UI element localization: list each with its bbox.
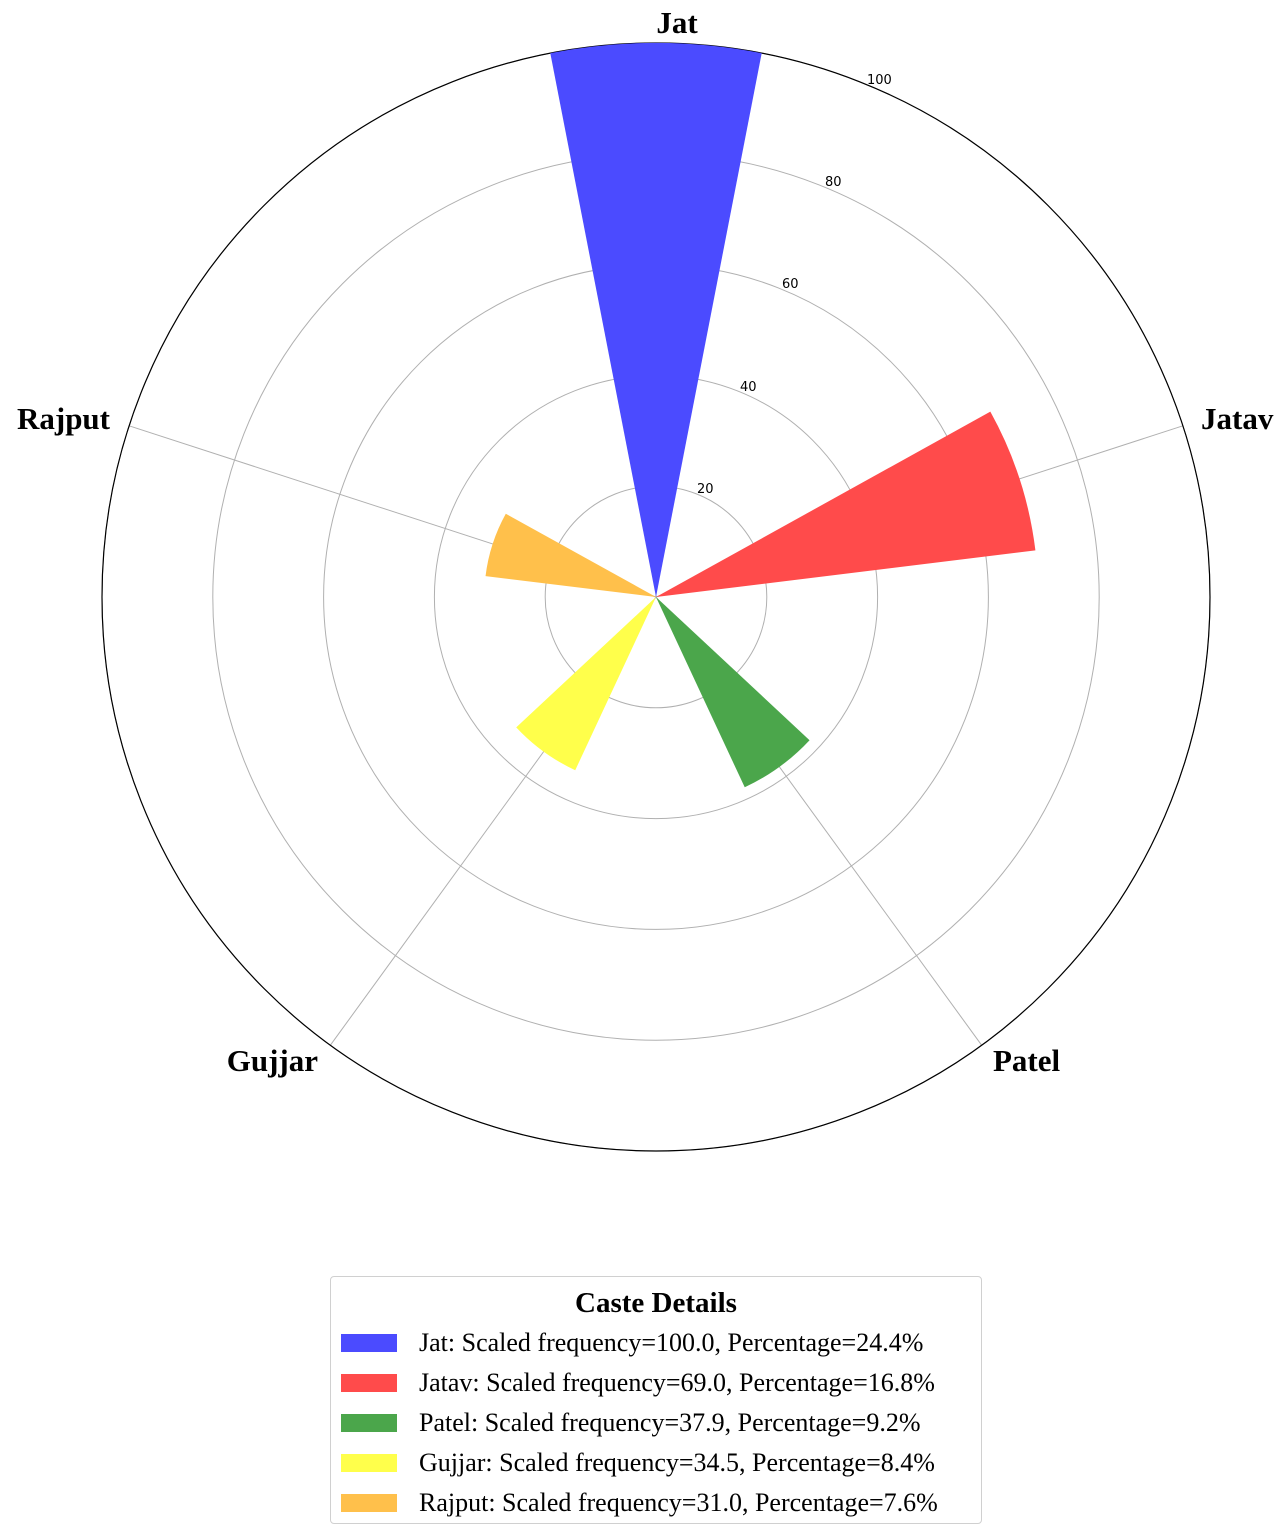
legend-item-rajput: Rajput: Scaled frequency=31.0, Percentag… (331, 1483, 981, 1523)
legend-text-rajput: Rajput: Scaled frequency=31.0, Percentag… (419, 1488, 938, 1517)
legend-text-jatav: Jatav: Scaled frequency=69.0, Percentage… (419, 1368, 935, 1397)
legend-swatch-rajput (341, 1494, 397, 1512)
polar-bar-chart: Jat Jatav Patel Gujjar Rajput 20 40 60 8… (17, 5, 1274, 1152)
legend-swatch-jat (341, 1334, 397, 1352)
radial-tick-80: 80 (825, 175, 842, 190)
bar-layer (485, 43, 1036, 788)
category-label-jatav: Jatav (1201, 401, 1274, 436)
radial-tick-20: 20 (697, 482, 714, 497)
label-layer: Jat Jatav Patel Gujjar Rajput 20 40 60 8… (17, 5, 1274, 1078)
bar-gujjar (516, 597, 656, 771)
grid-layer (101, 42, 1211, 1152)
legend-swatch-gujjar (341, 1454, 397, 1472)
legend-item-gujjar: Gujjar: Scaled frequency=34.5, Percentag… (331, 1443, 981, 1483)
radial-tick-60: 60 (782, 277, 799, 292)
legend-text-gujjar: Gujjar: Scaled frequency=34.5, Percentag… (419, 1448, 935, 1477)
legend-item-jat: Jat: Scaled frequency=100.0, Percentage=… (331, 1323, 981, 1363)
legend-item-patel: Patel: Scaled frequency=37.9, Percentage… (331, 1403, 981, 1443)
polar-frame (101, 42, 1211, 1152)
legend: Caste Details Jat: Scaled frequency=100.… (330, 1276, 982, 1524)
bar-jatav (656, 411, 1036, 597)
category-label-gujjar: Gujjar (227, 1043, 319, 1078)
legend-item-jatav: Jatav: Scaled frequency=69.0, Percentage… (331, 1363, 981, 1403)
legend-swatch-jatav (341, 1374, 397, 1392)
category-label-patel: Patel (993, 1043, 1061, 1078)
legend-swatch-patel (341, 1414, 397, 1432)
radial-tick-40: 40 (740, 380, 757, 395)
category-label-rajput: Rajput (17, 401, 111, 436)
legend-text-jat: Jat: Scaled frequency=100.0, Percentage=… (419, 1328, 924, 1357)
bar-patel (656, 597, 810, 788)
category-label-jat: Jat (656, 5, 698, 40)
legend-text-patel: Patel: Scaled frequency=37.9, Percentage… (419, 1408, 921, 1437)
radial-tick-100: 100 (867, 73, 892, 88)
bar-jat (550, 43, 762, 597)
legend-title: Caste Details (575, 1287, 737, 1319)
bar-rajput (485, 513, 656, 597)
